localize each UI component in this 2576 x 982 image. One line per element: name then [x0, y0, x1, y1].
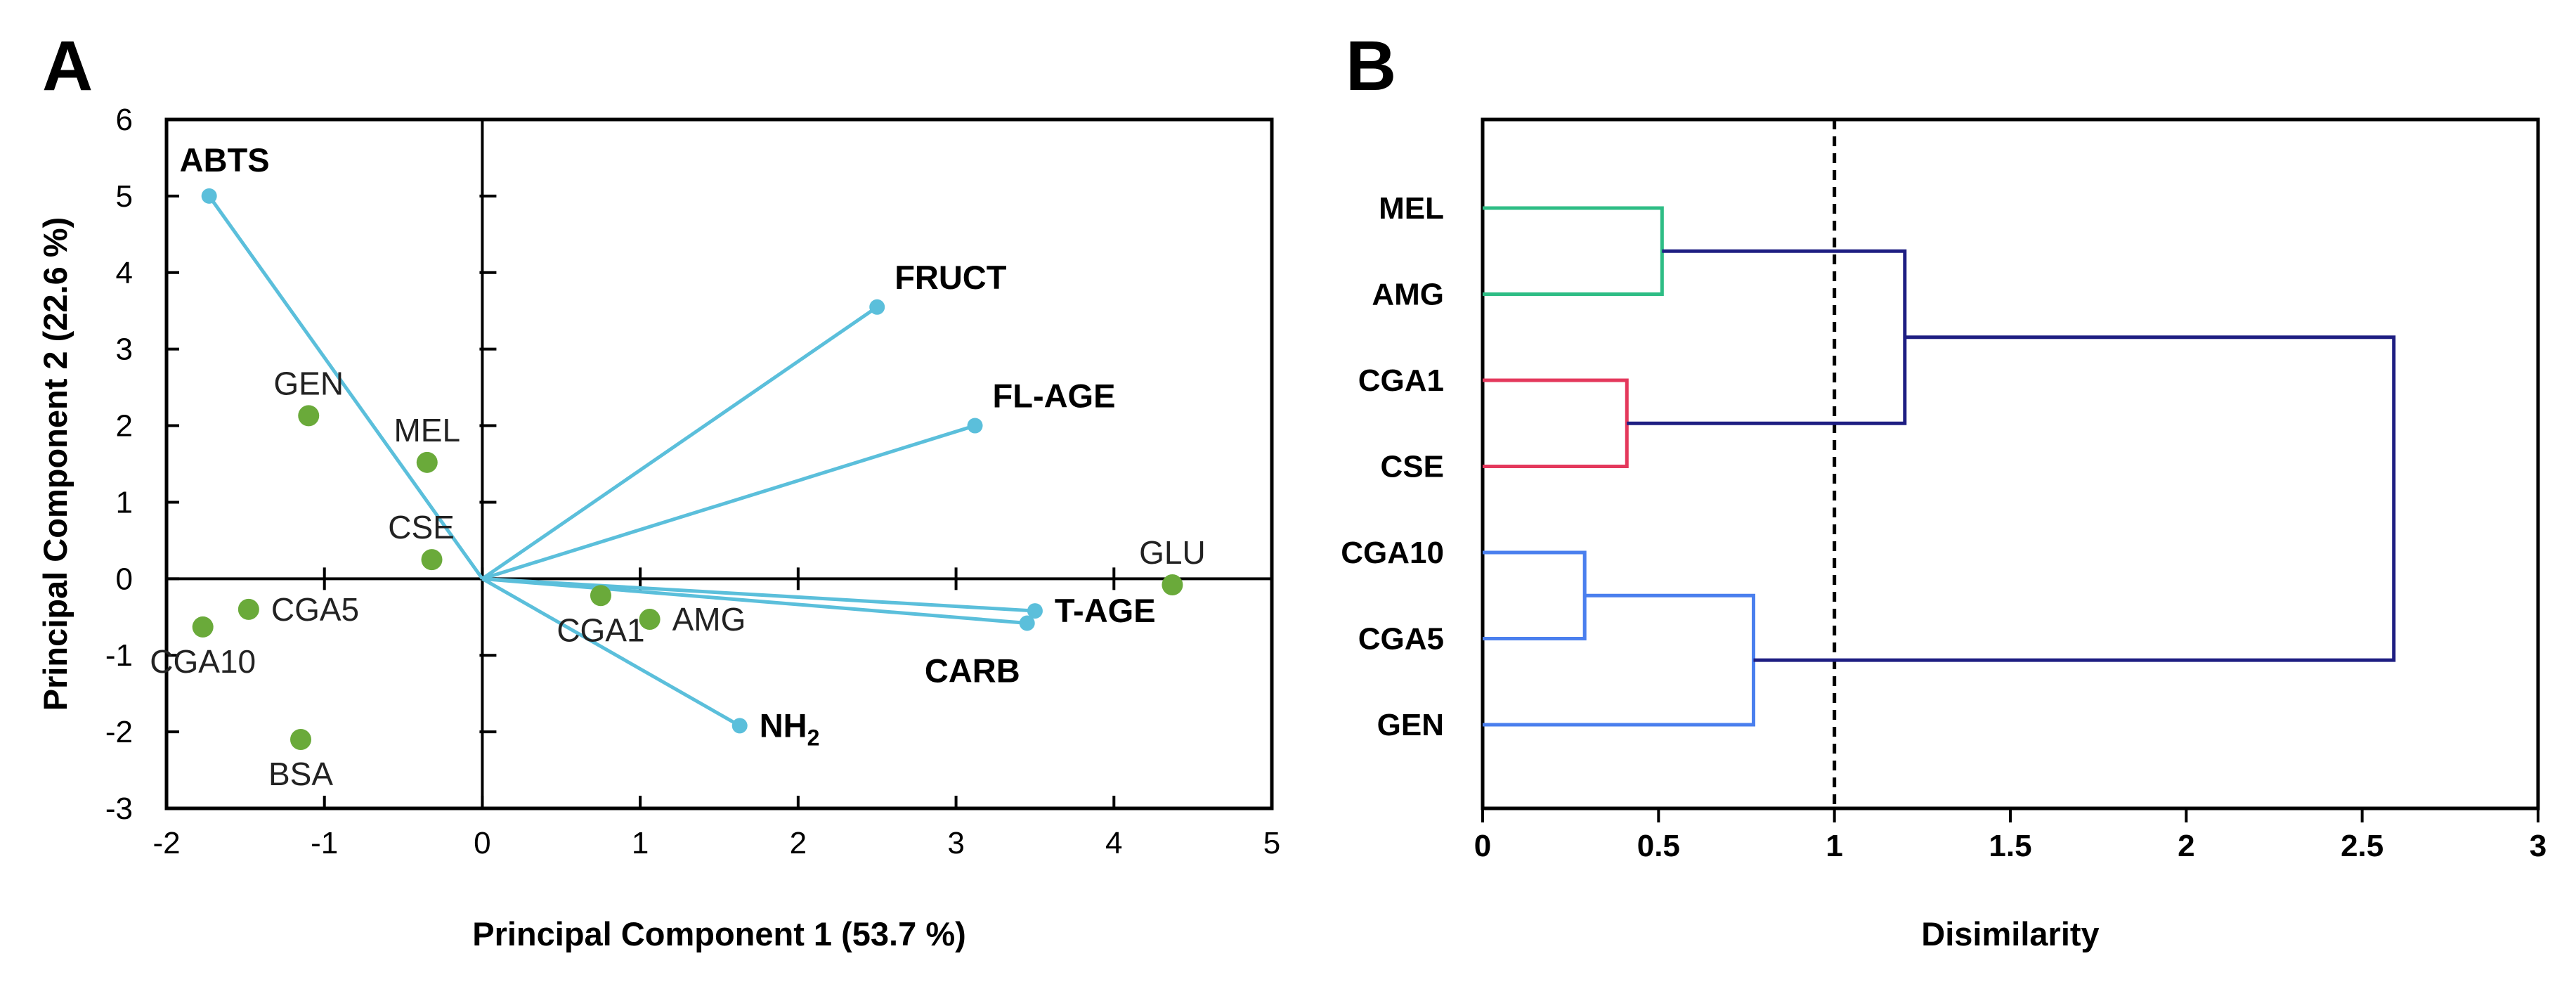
panel-a-y-tick-label: 5: [116, 179, 133, 214]
panel-b-x-tick-label: 0: [1474, 829, 1491, 863]
score-point-cga1: [590, 585, 611, 607]
panel-b-x-axis-title: Disimilarity: [1921, 915, 2099, 952]
panel-b-x-tick-label: 1: [1826, 829, 1842, 863]
panel-b-axes: 0 0.5 1 1.5 2 2.5 3: [1474, 117, 2546, 863]
panel-b-x-tick-label: 2.5: [2341, 829, 2383, 863]
panel-a-y-tick-label: 4: [116, 256, 133, 290]
panel-a-labels: ABTS FRUCT FL-AGE T-AGE CARB NH2 GEN MEL CSE CGA5…: [150, 141, 1205, 792]
panel-b-plot-frame: [1481, 117, 2540, 810]
score-point-bsa: [290, 729, 312, 750]
leaf-label-cga1: CGA1: [1358, 363, 1444, 398]
panel-b: B 0 0.5 1 1.5 2 2.5 3 MEL AMG CGA1 CSE CGA10 CGA5 GE…: [1341, 27, 2546, 952]
leaf-label-gen: GEN: [1377, 708, 1444, 742]
score-point-amg: [639, 609, 661, 631]
panel-a-x-tick-label: 3: [947, 826, 964, 860]
variable-label-nh: NH2: [760, 706, 820, 750]
loading-vector-abts: [207, 195, 484, 580]
panel-a-y-tick-label: 6: [116, 103, 133, 137]
score-point-gen: [298, 405, 320, 427]
variable-label-carb: CARB: [925, 652, 1020, 689]
panel-b-x-tick-label: 0.5: [1637, 829, 1680, 863]
loading-vector-tip-nh: [731, 718, 748, 734]
score-point-cga10: [192, 616, 214, 638]
observation-label-cga10: CGA10: [150, 643, 256, 680]
panel-a-y-tick-label: 1: [116, 485, 133, 519]
panel-a-loading-vectors: [201, 188, 1043, 734]
variable-label-subscript: 2: [807, 725, 820, 750]
dendrogram-link-c5: [1627, 249, 1907, 425]
observation-label-cga1: CGA1: [557, 612, 644, 648]
loading-vector-tip-fruct: [869, 299, 885, 315]
leaf-label-amg: AMG: [1372, 278, 1444, 312]
loading-vector-t-age: [482, 576, 1036, 613]
panel-a-plot-frame: [164, 117, 1274, 810]
panel-a-y-tick-label: -3: [105, 792, 133, 826]
panel-b-x-tick-label: 3: [2530, 829, 2546, 863]
panel-b-leaf-labels: MEL AMG CGA1 CSE CGA10 CGA5 GEN: [1341, 191, 1444, 742]
dendrogram-link-c4: [1483, 593, 1756, 727]
score-point-cga5: [238, 598, 259, 620]
variable-label-fl-age: FL-AGE: [993, 377, 1116, 415]
panel-b-dendrogram: [1483, 206, 2396, 727]
observation-label-mel: MEL: [393, 412, 460, 448]
leaf-label-cga10: CGA10: [1341, 536, 1444, 570]
panel-b-x-tick-label: 1.5: [1989, 829, 2031, 863]
panel-a-axes: -2 -1 0 1 2 3 4 5 -3 -2 -1 0 1 2 3 4 5 6: [105, 103, 1280, 860]
observation-label-cga5: CGA5: [271, 591, 359, 628]
panel-a-y-axis-title: Principal Component 2 (22.6 %): [37, 217, 74, 711]
observation-label-gen: GEN: [273, 365, 344, 401]
loading-vector-fl-age: [481, 424, 976, 581]
panel-a-y-tick-label: -1: [105, 638, 133, 673]
variable-label-t-age: T-AGE: [1055, 592, 1156, 629]
loading-vector-fruct: [481, 305, 878, 581]
panel-a-x-tick-label: 5: [1263, 826, 1280, 860]
loading-vector-tip-fl-age: [967, 418, 983, 434]
loading-vector-tip-t-age: [1027, 603, 1043, 619]
loading-vector-tip-carb: [1019, 615, 1035, 631]
panel-a-x-tick-label: 4: [1105, 826, 1122, 860]
panel-a-x-tick-label: 0: [474, 826, 490, 860]
dendrogram-link-c6: [1753, 335, 2396, 662]
observation-label-cse: CSE: [388, 509, 455, 545]
panel-a-y-tick-label: -2: [105, 715, 133, 749]
dendrogram-link-c3: [1483, 550, 1587, 640]
panel-a-x-tick-label: -1: [311, 826, 338, 860]
panel-a-y-tick-label: 2: [116, 409, 133, 444]
panel-a: A -2 -1 0 1 2 3 4 5 -3 -2 -1 0 1 2 3 4 5 6 ABTS FRUCT FL-AG…: [37, 27, 1280, 952]
score-point-mel: [416, 451, 438, 473]
panel-b-x-tick-label: 2: [2178, 829, 2194, 863]
observation-label-glu: GLU: [1139, 534, 1206, 571]
panel-b-letter: B: [1346, 27, 1396, 105]
panel-a-score-points: [192, 405, 1183, 750]
panel-a-y-tick-label: 0: [116, 562, 133, 596]
observation-label-amg: AMG: [672, 601, 746, 638]
score-point-cse: [421, 549, 443, 571]
dendrogram-link-c1: [1483, 206, 1664, 296]
panel-a-y-tick-label: 3: [116, 332, 133, 367]
leaf-label-mel: MEL: [1379, 191, 1444, 226]
loading-vector-tip-abts: [201, 188, 217, 204]
score-point-glu: [1162, 574, 1183, 596]
panel-a-x-tick-label: 2: [790, 826, 807, 860]
leaf-label-cse: CSE: [1381, 450, 1444, 484]
panel-a-x-tick-label: -2: [152, 826, 180, 860]
observation-label-bsa: BSA: [268, 756, 333, 792]
loading-vector-nh: [481, 577, 741, 728]
leaf-label-cga5: CGA5: [1358, 622, 1444, 657]
panel-a-x-tick-label: 1: [632, 826, 649, 860]
dendrogram-link-c2: [1483, 378, 1629, 468]
loading-vector-carb: [482, 576, 1027, 625]
variable-label-abts: ABTS: [180, 141, 270, 179]
panel-a-x-axis-title: Principal Component 1 (53.7 %): [472, 915, 966, 952]
variable-label-fruct: FRUCT: [895, 259, 1007, 296]
panel-a-letter: A: [42, 27, 93, 105]
